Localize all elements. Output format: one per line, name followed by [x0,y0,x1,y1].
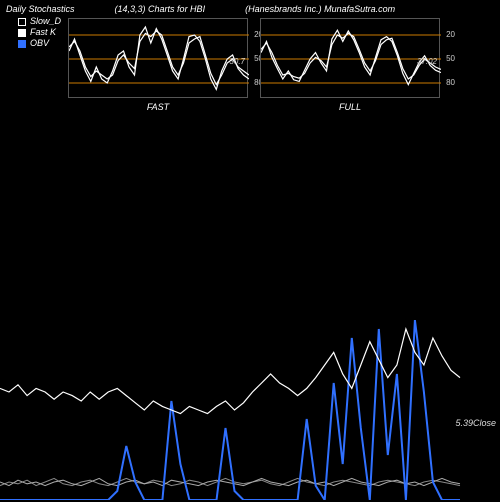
fast-chart-title: FAST [68,102,248,112]
legend-label-obv: OBV [30,38,49,49]
legend-box-fastk [18,29,26,37]
legend-box-slowd [18,18,26,26]
full-chart-wrap: 80502037.02 FULL [260,18,440,112]
bottom-chart [0,320,500,500]
legend-label-slowd: Slow_D [30,16,61,27]
chart-header: Daily Stochastics (14,3,3) Charts for HB… [0,0,500,16]
company-text: (Hanesbrands Inc.) MunafaSutra.com [245,4,395,14]
params-text: (14,3,3) Charts for HBI [115,4,206,14]
fast-chart-wrap: 80502030.7 FAST [68,18,248,112]
legend-box-obv [18,40,26,48]
fast-chart: 80502030.7 [68,18,248,98]
legend-label-fastk: Fast K [30,27,56,38]
full-chart: 80502037.02 [260,18,440,98]
full-chart-title: FULL [260,102,440,112]
title-text: Daily Stochastics [6,4,75,14]
close-value-label: 5.39Close [455,418,496,428]
top-charts-row: 80502030.7 FAST 80502037.02 FULL [62,18,500,112]
